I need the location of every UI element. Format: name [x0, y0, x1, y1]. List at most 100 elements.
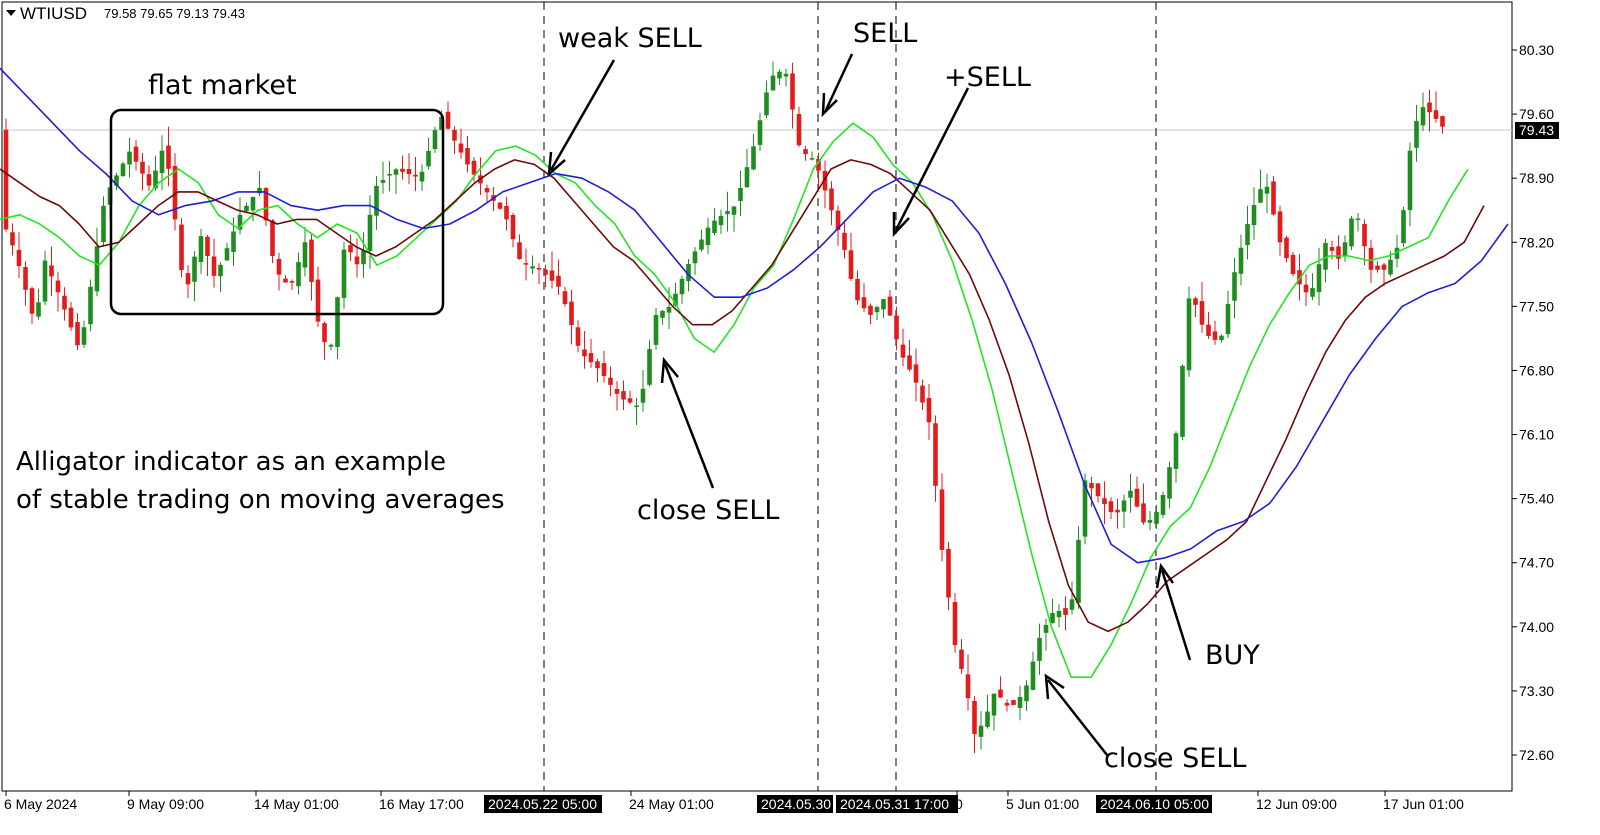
candle-body — [978, 725, 984, 737]
candle-body — [439, 116, 444, 130]
candle-body — [790, 73, 795, 110]
candle-body — [1115, 509, 1120, 513]
candle-body — [660, 310, 665, 318]
annotation-arrows — [547, 53, 1192, 756]
candle-body — [653, 314, 659, 345]
candle-body — [1362, 223, 1367, 247]
candle-body — [1251, 205, 1257, 226]
candle-body — [1310, 288, 1315, 297]
x-tick-label: 12 Jun 09:00 — [1256, 796, 1337, 812]
candle-body — [699, 239, 704, 250]
y-tick-label: 74.70 — [1519, 555, 1554, 571]
alligator-jaw-line — [0, 67, 1509, 564]
candle-body — [887, 296, 893, 316]
candle-body — [1342, 242, 1348, 256]
candle-body — [237, 214, 243, 230]
candle-body — [400, 168, 405, 172]
candle-body — [946, 548, 951, 598]
candle-body — [1102, 498, 1107, 505]
caption-line-2: of stable trading on moving averages — [16, 485, 505, 515]
candle-body — [1004, 702, 1010, 706]
candle-body — [549, 270, 555, 281]
candle-body — [517, 242, 522, 260]
candle-body — [569, 301, 574, 325]
candle-body — [1414, 120, 1419, 148]
candle-body — [881, 299, 886, 310]
candle-body — [484, 188, 490, 193]
candle-body — [257, 188, 262, 194]
y-tick-label: 79.60 — [1519, 106, 1554, 122]
candle-body — [172, 166, 178, 220]
candle-body — [263, 188, 269, 221]
candle-body — [796, 114, 802, 146]
candle-body — [341, 249, 347, 298]
candle-body — [1108, 501, 1114, 513]
y-tick-label: 78.20 — [1519, 234, 1554, 250]
label-flat-market: flat market — [148, 70, 297, 101]
candle-body — [322, 323, 327, 343]
candle-body — [393, 169, 399, 175]
y-tick-label: 75.40 — [1519, 491, 1554, 507]
candle-body — [1082, 480, 1088, 537]
candle-body — [283, 278, 288, 283]
candle-body — [1232, 272, 1237, 301]
candle-body — [426, 150, 431, 167]
candle-body — [1388, 259, 1393, 275]
candle-body — [504, 206, 509, 220]
candle-body — [1037, 637, 1042, 661]
candle-body — [185, 273, 191, 285]
arrow-weak-sell-head — [547, 151, 566, 177]
candle-body — [1297, 270, 1302, 285]
candle-body — [205, 236, 210, 257]
candle-body — [1225, 303, 1231, 335]
candle-body — [29, 288, 35, 314]
price-badge — [1515, 122, 1559, 139]
candle-body — [1017, 697, 1023, 708]
highlighted-time-badge — [484, 795, 602, 813]
x-tick-label: 24 May 01:00 — [629, 796, 714, 812]
candle-body — [510, 214, 516, 240]
candle-body — [530, 266, 535, 269]
arrow-weak-sell — [549, 59, 616, 171]
candle-body — [224, 248, 230, 261]
candle-body — [179, 224, 184, 270]
candle-body — [101, 205, 106, 243]
candle-body — [1245, 223, 1250, 245]
candle-body — [751, 146, 756, 170]
time-axis: 6 May 2024 9 May 09:00 14 May 01:00 16 May … — [4, 791, 1464, 813]
candle-body — [1271, 181, 1276, 215]
x-tick-label: 16 May 17:00 — [379, 796, 464, 812]
candle-body — [458, 143, 464, 153]
plot-frame — [1, 1, 1513, 792]
label-weak-sell: weak SELL — [558, 23, 702, 54]
candle-body — [55, 280, 61, 293]
candle-body — [744, 167, 750, 188]
candle-body — [1193, 298, 1198, 305]
caption-line-1: Alligator indicator as an example — [16, 447, 446, 477]
highlighted-time-label: 2024.06.10 05:00 — [1100, 796, 1209, 812]
candle-body — [1323, 242, 1328, 270]
candle-body — [757, 120, 763, 145]
candle-body — [1076, 539, 1081, 603]
candle-body — [816, 158, 821, 171]
price-axis: 80.30 79.60 78.90 78.20 77.50 76.80 76.10 75.40… — [1512, 42, 1554, 763]
candle-body — [1290, 254, 1296, 275]
candle-body — [81, 327, 87, 345]
candle-body — [1336, 246, 1341, 259]
candle-body — [588, 353, 594, 363]
candle-body — [36, 302, 41, 317]
alligator-teeth-line — [0, 159, 1485, 633]
candle-body — [562, 291, 568, 305]
candle-body — [1394, 247, 1400, 259]
candle-body — [1212, 331, 1218, 340]
candle-body — [153, 170, 158, 189]
candle-body — [120, 163, 126, 176]
symbol-dropdown-icon[interactable] — [6, 10, 16, 16]
candle-body — [939, 489, 945, 550]
symbol-name[interactable]: WTIUSD — [20, 4, 87, 23]
y-tick-label: 73.30 — [1519, 683, 1554, 699]
candle-body — [894, 315, 899, 340]
candle-body — [211, 256, 217, 276]
candle-body — [575, 327, 581, 346]
